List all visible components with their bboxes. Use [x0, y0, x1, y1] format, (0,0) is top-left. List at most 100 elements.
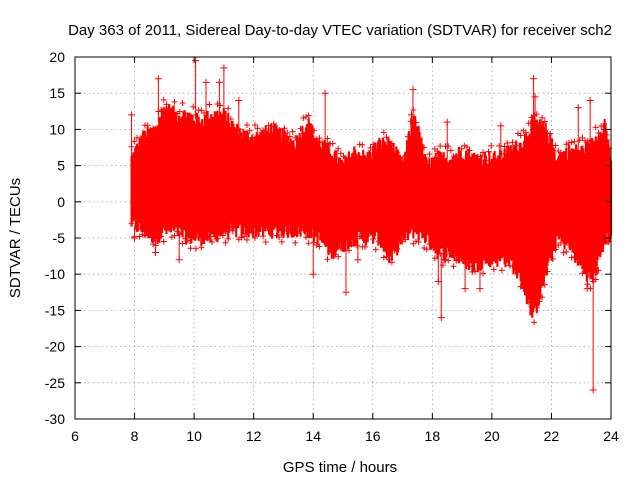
- data-point: [404, 133, 411, 140]
- x-tick-label: 16: [365, 428, 381, 444]
- data-point: [179, 99, 186, 106]
- data-point: [225, 235, 232, 242]
- data-point: [294, 230, 301, 237]
- data-point: [278, 136, 285, 143]
- data-point: [434, 244, 441, 251]
- data-point: [265, 227, 272, 234]
- data-point: [367, 144, 374, 151]
- data-point: [206, 101, 213, 108]
- data-point: [230, 128, 237, 135]
- data-point: [603, 131, 610, 138]
- data-point: [217, 102, 224, 109]
- data-point: [590, 145, 597, 152]
- outlier-point: [440, 256, 448, 264]
- data-point: [311, 239, 318, 246]
- data-point: [238, 234, 245, 241]
- data-point: [544, 129, 551, 136]
- data-point: [343, 163, 350, 170]
- outlier-point: [531, 93, 539, 101]
- data-point: [243, 122, 250, 129]
- data-point: [324, 256, 331, 263]
- data-point: [525, 298, 532, 305]
- outlier-point: [354, 256, 362, 264]
- outlier-point: [437, 314, 445, 322]
- data-point: [380, 254, 387, 261]
- data-point: [353, 242, 360, 249]
- data-point: [362, 243, 369, 250]
- data-point: [512, 264, 519, 271]
- data-point: [201, 235, 208, 242]
- data-point: [536, 119, 543, 126]
- data-point: [257, 223, 264, 230]
- outlier-point: [202, 78, 210, 86]
- outlier-point: [309, 270, 317, 278]
- data-point: [335, 145, 342, 152]
- outlier-point: [530, 75, 538, 83]
- data-point: [399, 160, 406, 167]
- y-tick-label: -10: [45, 266, 65, 282]
- data-point: [531, 112, 538, 119]
- data-point: [418, 227, 425, 234]
- data-point: [294, 136, 301, 143]
- data-point: [517, 132, 524, 139]
- data-point: [281, 125, 288, 132]
- data-point: [598, 122, 605, 129]
- data-point: [198, 107, 205, 114]
- data-point: [356, 233, 363, 240]
- data-point: [147, 228, 154, 235]
- data-point: [270, 224, 277, 231]
- data-point: [404, 228, 411, 235]
- data-point: [321, 236, 328, 243]
- data-point: [168, 106, 175, 113]
- data-point: [466, 147, 473, 154]
- data-point: [434, 148, 441, 155]
- data-point: [131, 138, 138, 145]
- data-point: [203, 118, 210, 125]
- data-point: [345, 160, 352, 167]
- data-point: [311, 127, 318, 134]
- data-point: [155, 228, 162, 235]
- data-point: [370, 141, 377, 148]
- data-point: [383, 134, 390, 141]
- data-point: [367, 229, 374, 236]
- data-point: [547, 130, 554, 137]
- data-point: [490, 158, 497, 165]
- data-point: [353, 154, 360, 161]
- data-point: [276, 126, 283, 133]
- data-point: [179, 240, 186, 247]
- data-point: [386, 256, 393, 263]
- y-tick-label: 0: [57, 194, 65, 210]
- y-tick-label: -15: [45, 302, 65, 318]
- data-point: [394, 149, 401, 156]
- data-point: [431, 255, 438, 262]
- data-point: [337, 150, 344, 157]
- data-point: [316, 243, 323, 250]
- data-point: [533, 304, 540, 311]
- data-point: [254, 227, 261, 234]
- outlier-point: [443, 118, 451, 126]
- data-point: [413, 238, 420, 245]
- data-points: [128, 57, 613, 394]
- data-point: [595, 267, 602, 274]
- data-point: [421, 244, 428, 251]
- data-point: [380, 129, 387, 136]
- data-point: [249, 229, 256, 236]
- data-point: [539, 294, 546, 301]
- data-point: [469, 158, 476, 165]
- data-point: [152, 125, 159, 132]
- data-point: [182, 109, 189, 116]
- data-point: [447, 250, 454, 257]
- data-point: [576, 259, 583, 266]
- outlier-point: [229, 227, 237, 235]
- data-point: [378, 142, 385, 149]
- outlier-point: [235, 96, 243, 104]
- data-point: [192, 245, 199, 252]
- data-point: [316, 135, 323, 142]
- x-tick-label: 22: [544, 428, 560, 444]
- data-point: [345, 247, 352, 254]
- data-point: [190, 230, 197, 237]
- data-point: [340, 239, 347, 246]
- x-axis-label: GPS time / hours: [283, 459, 397, 476]
- data-point: [187, 245, 194, 252]
- data-point: [281, 228, 288, 235]
